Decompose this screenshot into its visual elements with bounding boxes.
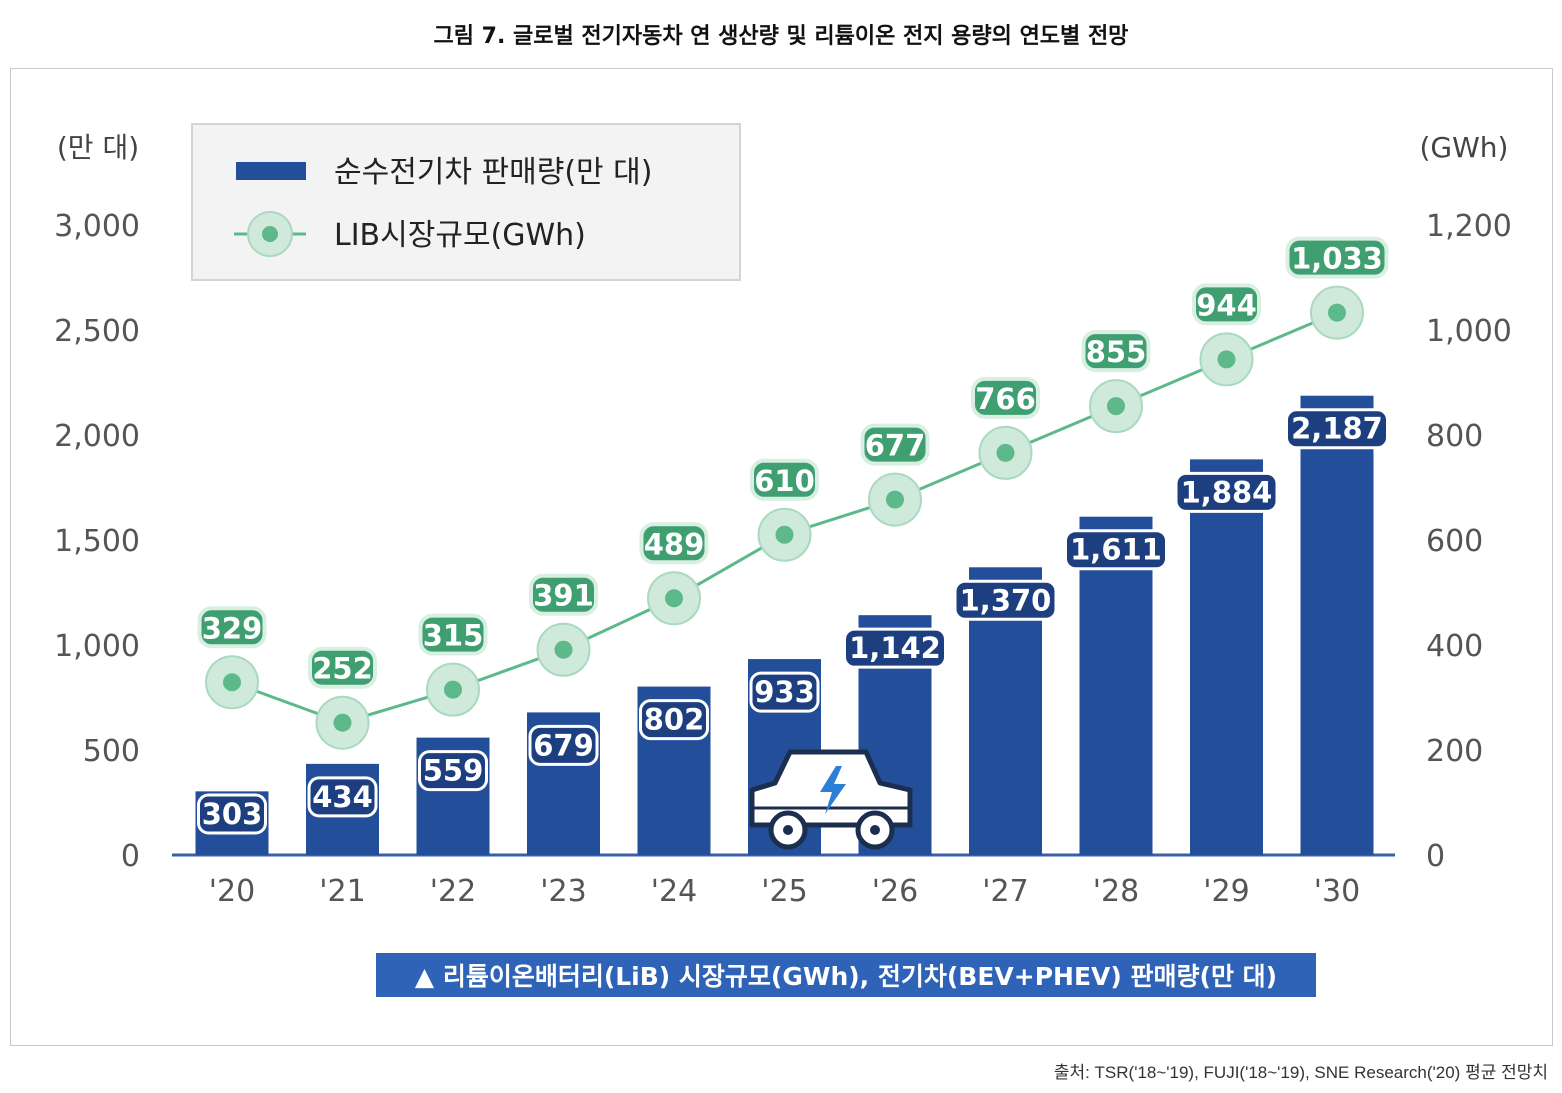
bar-label-bg (639, 699, 709, 741)
line-value-label: 1,033 (1291, 242, 1383, 276)
y-left-unit: (만 대) (57, 131, 139, 164)
line-point (333, 713, 352, 732)
line-label-bg (308, 646, 377, 689)
line-layer (205, 285, 1364, 750)
figure-title: 그림 7. 글로벌 전기자동차 연 생산량 및 리튬이온 전지 용량의 연도별 … (433, 24, 1129, 49)
line-point (775, 525, 794, 544)
y-right-tick: 1,000 (1426, 314, 1512, 349)
line-point (223, 673, 241, 692)
x-tick-label: '25 (761, 874, 807, 909)
line-point (444, 680, 462, 699)
line-label-bg (639, 522, 709, 565)
bar-value-label: 1,884 (1181, 475, 1273, 509)
bar-value-label: 2,187 (1291, 412, 1383, 446)
y-left-tick: 3,000 (54, 209, 140, 244)
bar (1190, 459, 1263, 855)
bar-label-bg (1285, 408, 1389, 450)
legend-marker-dot (262, 226, 278, 242)
bar-label-bg (197, 793, 267, 835)
y-left-tick: 1,500 (54, 524, 140, 559)
bar-value-label: 303 (202, 797, 263, 831)
y-left-tick: 0 (121, 839, 140, 874)
line-value-label: 610 (754, 464, 815, 498)
line-point (886, 490, 904, 509)
y-left-tick: 1,000 (54, 629, 140, 664)
bar-label-bg (307, 776, 378, 818)
legend: 순수전기차 판매량(만 대) LIB시장규모(GWh) (191, 123, 741, 281)
line-value-label: 315 (423, 619, 484, 653)
labels-layer: 303 434 559 679 802 933 1,142 1,370 1,611 1,884 2,… (197, 236, 1389, 835)
bar-value-label: 679 (533, 728, 594, 762)
line-point (996, 443, 1015, 462)
line-label-bg (1285, 236, 1389, 279)
legend-bar-label: 순수전기차 판매량(만 대) (334, 155, 652, 190)
summary-banner: ▲ 리튬이온배터리(LiB) 시장규모(GWh), 전기차(BEV+PHEV) … (376, 953, 1316, 997)
x-tick-label: '20 (209, 874, 255, 909)
line-value-label: 944 (1196, 288, 1257, 322)
line-point (1217, 350, 1236, 369)
bar-value-label: 1,142 (849, 631, 941, 665)
line-label-bg (418, 613, 488, 656)
banner-text: ▲ 리튬이온배터리(LiB) 시장규모(GWh), 전기차(BEV+PHEV) … (415, 962, 1277, 991)
axes-layer: (만 대) (GWh) 0 500 1,000 1,500 2,000 2,500 3,000 0… (54, 131, 1512, 909)
bar-value-label: 933 (754, 675, 815, 709)
bar-label-bg (528, 724, 599, 766)
line-point (554, 640, 573, 659)
bar-label-bg (1174, 471, 1279, 513)
line-value-label: 677 (865, 429, 926, 463)
line-label-bg (750, 458, 819, 501)
x-tick-label: '28 (1093, 874, 1139, 909)
x-tick-label: '29 (1203, 874, 1249, 909)
y-right-tick: 0 (1426, 839, 1445, 874)
bar-value-label: 434 (312, 780, 373, 814)
line-point (1107, 397, 1125, 416)
line-value-label: 489 (644, 527, 705, 561)
bar-label-bg (418, 750, 488, 792)
line-label-bg (860, 423, 930, 466)
y-left-tick: 2,000 (54, 419, 140, 454)
line-point (1328, 303, 1346, 322)
y-right-tick: 800 (1426, 419, 1483, 454)
bar-value-label: 1,370 (960, 583, 1052, 617)
line-value-label: 766 (975, 382, 1036, 416)
line-value-label: 252 (312, 652, 373, 686)
x-tick-label: '21 (319, 874, 365, 909)
legend-bar-swatch (236, 162, 306, 180)
y-right-tick: 1,200 (1426, 209, 1512, 244)
line-label-bg (971, 376, 1040, 419)
x-tick-label: '26 (872, 874, 918, 909)
x-tick-label: '22 (430, 874, 476, 909)
y-right-tick: 600 (1426, 524, 1483, 559)
line-value-label: 855 (1086, 335, 1147, 369)
y-left-tick: 2,500 (54, 314, 140, 349)
bar-label-bg (749, 671, 820, 713)
x-tick-label: '27 (982, 874, 1028, 909)
x-tick-label: '23 (540, 874, 586, 909)
line-label-bg (197, 606, 267, 649)
x-tick-label: '24 (651, 874, 697, 909)
line-label-bg (1192, 283, 1261, 326)
line-label-bg (1081, 330, 1151, 373)
bar-label-bg (1064, 529, 1168, 571)
bar-value-label: 1,611 (1070, 533, 1162, 567)
line-point (665, 589, 683, 608)
y-left-tick: 500 (83, 734, 140, 769)
y-right-tick: 200 (1426, 734, 1483, 769)
line-label-bg (529, 573, 598, 616)
x-tick-label: '30 (1314, 874, 1360, 909)
y-right-tick: 400 (1426, 629, 1483, 664)
line-value-label: 391 (533, 579, 594, 613)
line-value-label: 329 (202, 611, 263, 645)
car-icon (749, 749, 913, 850)
bar-label-bg (843, 627, 947, 669)
legend-line-label: LIB시장규모(GWh) (334, 218, 586, 253)
bar-value-label: 802 (644, 703, 705, 737)
bar-value-label: 559 (423, 754, 484, 788)
y-right-unit: (GWh) (1420, 131, 1509, 164)
source-note: 출처: TSR('18~'19), FUJI('18~'19), SNE Res… (1053, 1063, 1548, 1082)
bar (1079, 516, 1153, 855)
bar-label-bg (953, 579, 1058, 621)
bar (1300, 395, 1374, 855)
